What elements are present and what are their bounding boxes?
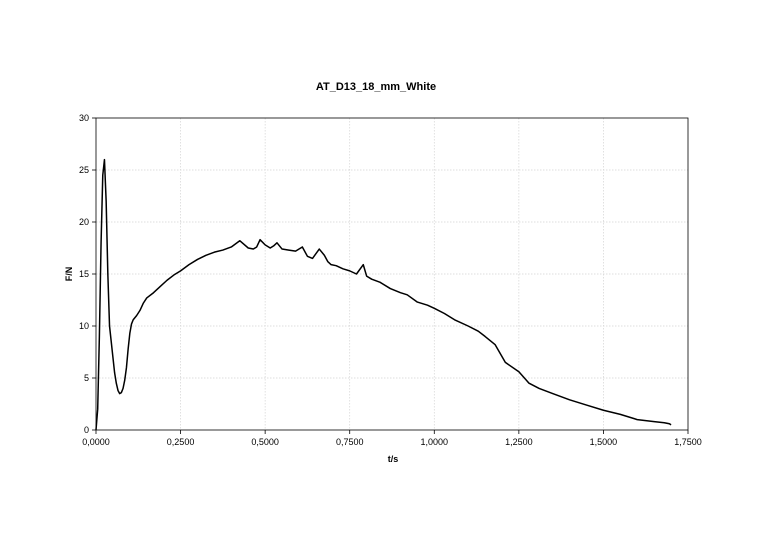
x-tick-label: 1,7500 xyxy=(674,437,702,447)
x-tick-label: 0,0000 xyxy=(82,437,110,447)
y-tick-label: 25 xyxy=(79,165,89,175)
chart-title: AT_D13_18_mm_White xyxy=(316,81,436,93)
y-tick-label: 30 xyxy=(79,113,89,123)
y-tick-label: 15 xyxy=(79,269,89,279)
y-tick-label: 5 xyxy=(84,373,89,383)
y-tick-label: 20 xyxy=(79,217,89,227)
x-axis-label: t/s xyxy=(388,454,399,464)
x-tick-label: 0,2500 xyxy=(167,437,195,447)
x-tick-label: 1,2500 xyxy=(505,437,533,447)
plot-area-frame xyxy=(95,117,689,431)
x-tick-label: 0,7500 xyxy=(336,437,364,447)
x-tick-labels: 0,0000 0,2500 0,5000 0,7500 1,0000 1,2500 1,50… xyxy=(82,437,702,447)
grid-lines xyxy=(96,118,688,430)
y-tick-label: 10 xyxy=(79,321,89,331)
series-line-force xyxy=(95,158,672,431)
y-tick-labels: 0 5 10 15 20 25 30 xyxy=(79,113,89,435)
x-tick-label: 1,0000 xyxy=(421,437,449,447)
y-axis-label: F/N xyxy=(64,267,74,282)
axis-ticks xyxy=(92,117,689,434)
y-tick-label: 0 xyxy=(84,425,89,435)
x-tick-label: 0,5000 xyxy=(251,437,279,447)
x-tick-label: 1,5000 xyxy=(590,437,618,447)
